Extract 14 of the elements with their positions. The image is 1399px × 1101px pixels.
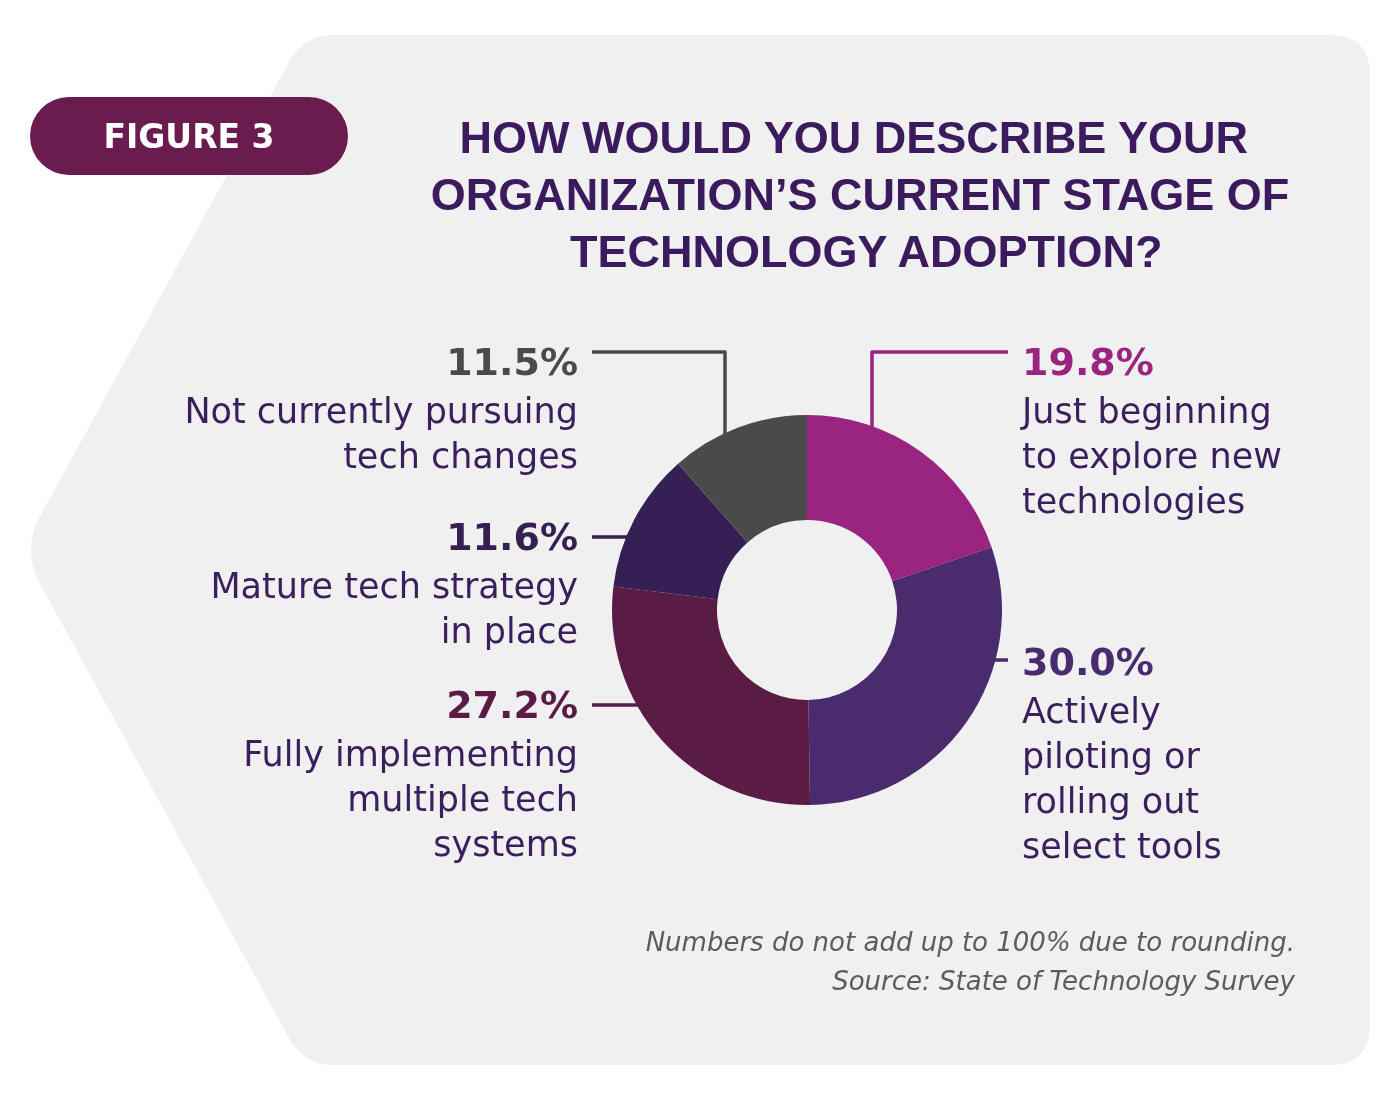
data-label: 11.6% xyxy=(446,514,578,561)
chart-title: HOW WOULD YOU DESCRIBE YOUR ORGANIZATION’S CURRENT STAGE OF TECHNOLOGY ADOPTION? xyxy=(430,112,1290,277)
slice-label: Actively piloting or rolling out select tools xyxy=(1022,690,1223,868)
data-label: 27.2% xyxy=(446,682,578,729)
slice-label: Fully implementing multiple tech systems xyxy=(242,733,578,866)
text: Numbers do not add up to 100% due to rounding. xyxy=(645,927,1295,959)
slice-label: Mature tech strategy in place xyxy=(209,565,578,653)
data-label: 30.0% xyxy=(1022,639,1154,686)
source-note: Source: State of Technology Survey xyxy=(832,966,1295,998)
data-label: 11.5% xyxy=(446,339,578,386)
slice-label: Just beginning to explore new technologies xyxy=(1022,390,1283,523)
data-label: 19.8% xyxy=(1022,339,1154,386)
slice-label: Not currently pursuing tech changes xyxy=(183,390,578,478)
caption: FIGURE 3 xyxy=(103,117,275,157)
